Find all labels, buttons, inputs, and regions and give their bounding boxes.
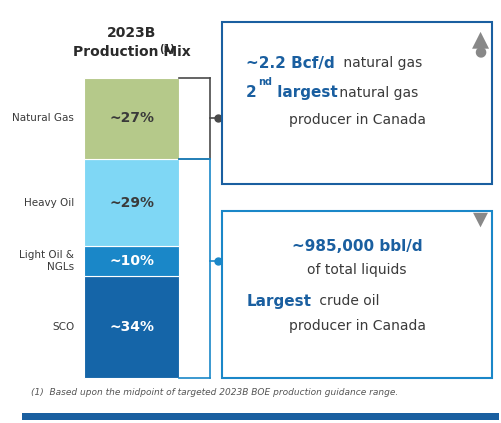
Text: Natural Gas: Natural Gas [13, 113, 74, 124]
FancyBboxPatch shape [22, 413, 498, 420]
Text: of total liquids: of total liquids [307, 263, 406, 277]
FancyBboxPatch shape [222, 22, 491, 184]
FancyBboxPatch shape [222, 212, 491, 379]
Text: Largest: Largest [245, 294, 311, 309]
Text: ~29%: ~29% [109, 196, 154, 210]
Text: ~985,000 bbl/d: ~985,000 bbl/d [291, 239, 422, 255]
Text: 2: 2 [245, 85, 257, 100]
Text: producer in Canada: producer in Canada [288, 319, 425, 333]
Text: 2023B: 2023B [107, 26, 156, 40]
Text: (1): (1) [159, 44, 175, 54]
Text: largest: largest [272, 85, 338, 100]
Text: (1)  Based upon the midpoint of targeted 2023B BOE production guidance range.: (1) Based upon the midpoint of targeted … [32, 388, 398, 397]
Text: ~34%: ~34% [109, 320, 154, 335]
Text: nd: nd [258, 77, 272, 87]
FancyBboxPatch shape [84, 276, 179, 379]
FancyBboxPatch shape [84, 246, 179, 276]
Text: ~27%: ~27% [109, 112, 154, 126]
Text: natural gas: natural gas [334, 85, 417, 99]
Text: ▼: ▼ [471, 209, 486, 228]
Text: ~10%: ~10% [109, 254, 154, 268]
Text: ●: ● [473, 44, 485, 58]
Text: ▲: ▲ [470, 29, 487, 49]
Text: producer in Canada: producer in Canada [288, 113, 425, 126]
Text: ~2.2 Bcf/d: ~2.2 Bcf/d [245, 56, 334, 71]
Text: crude oil: crude oil [315, 294, 379, 308]
Text: natural gas: natural gas [339, 56, 422, 70]
FancyBboxPatch shape [84, 78, 179, 159]
Text: Heavy Oil: Heavy Oil [24, 198, 74, 208]
Text: Light Oil &
NGLs: Light Oil & NGLs [20, 250, 74, 272]
Text: Production Mix: Production Mix [73, 45, 190, 59]
FancyBboxPatch shape [84, 159, 179, 246]
Text: SCO: SCO [52, 322, 74, 332]
